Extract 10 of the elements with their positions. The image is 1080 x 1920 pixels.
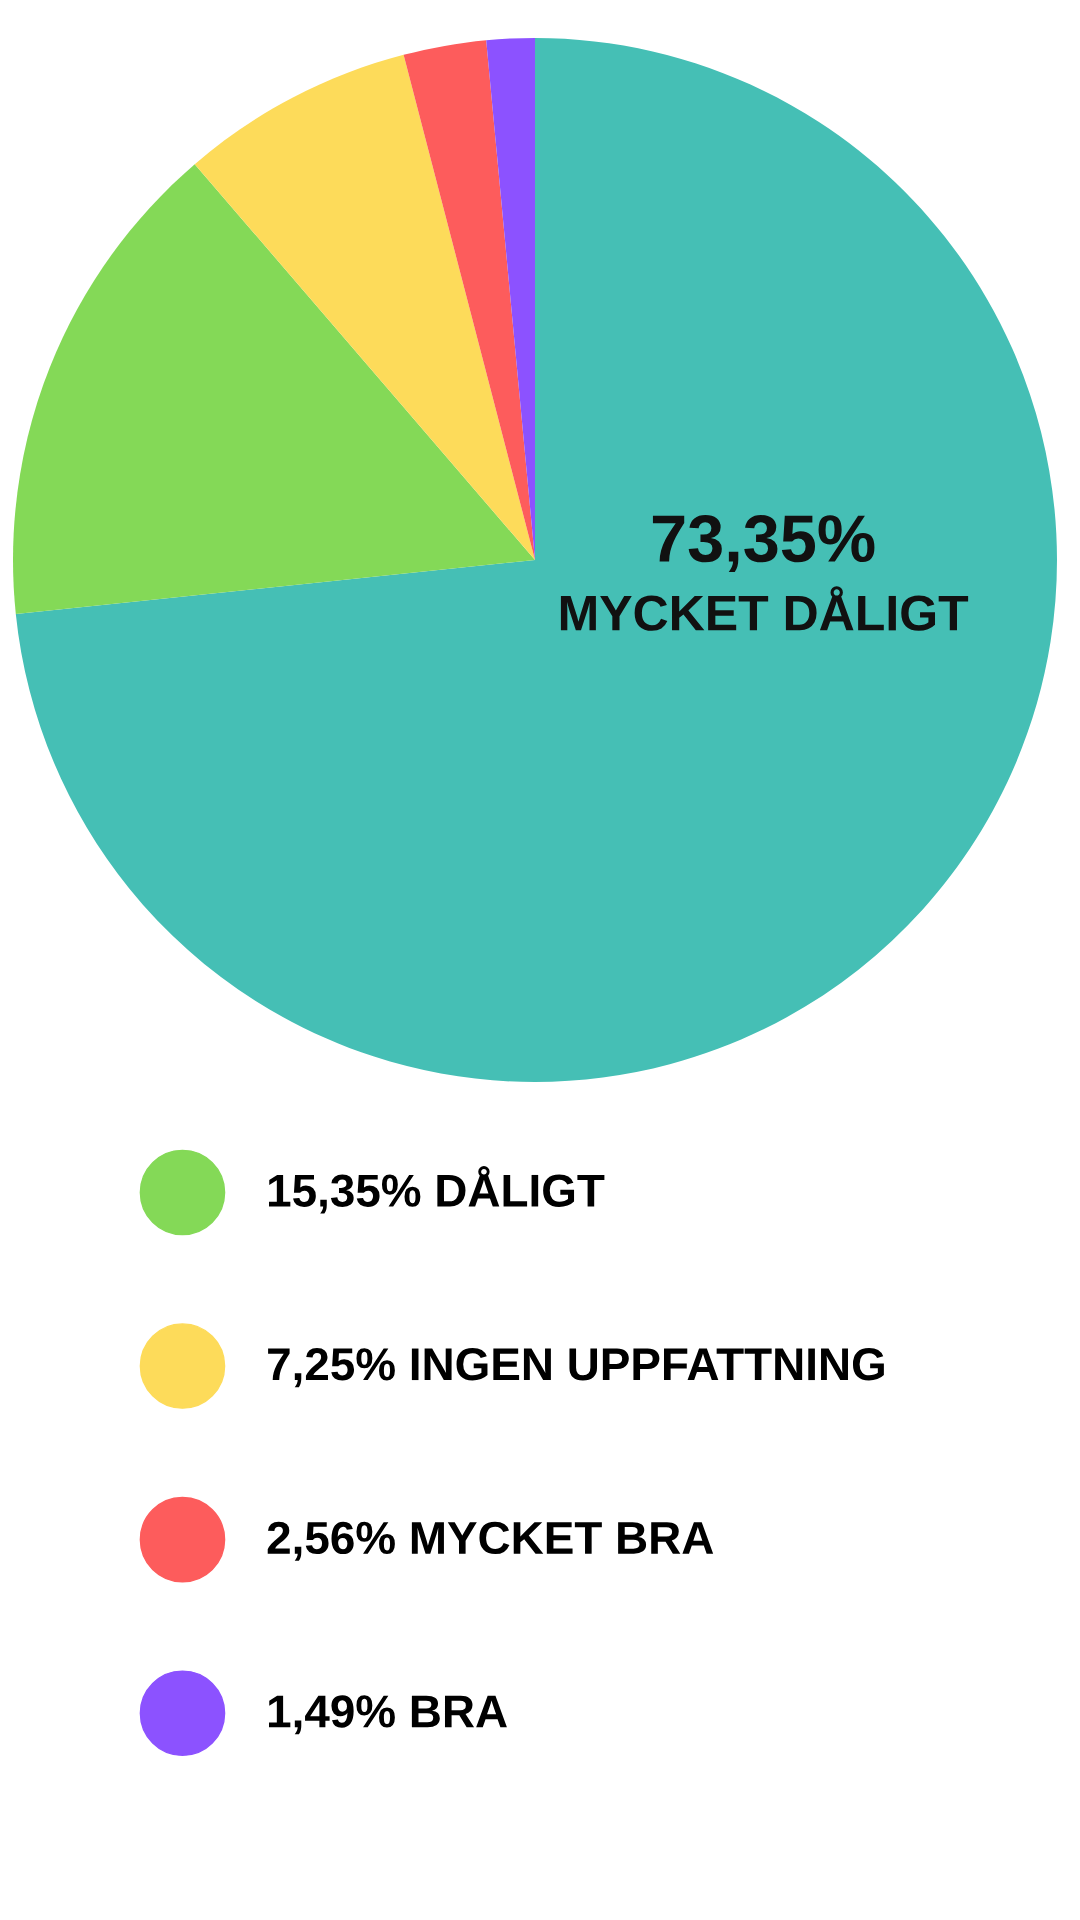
- data-label: 73,35%: [652, 515, 875, 572]
- pie-slice: [15, 38, 1057, 1082]
- pie-slice: [194, 54, 535, 560]
- pie-slice: [403, 40, 535, 560]
- legend-label: 2,56% MYCKET BRA: [267, 1521, 714, 1561]
- legend-label: 7,25% INGEN UPPFATTNING: [268, 1348, 884, 1388]
- pie-slice: [13, 164, 535, 615]
- legend-label: 15,35% DÅLIGT: [269, 1166, 605, 1214]
- slice-label: MYCKET DÅLIGT: [560, 586, 969, 631]
- legend-label: 1,49% BRA: [269, 1695, 507, 1735]
